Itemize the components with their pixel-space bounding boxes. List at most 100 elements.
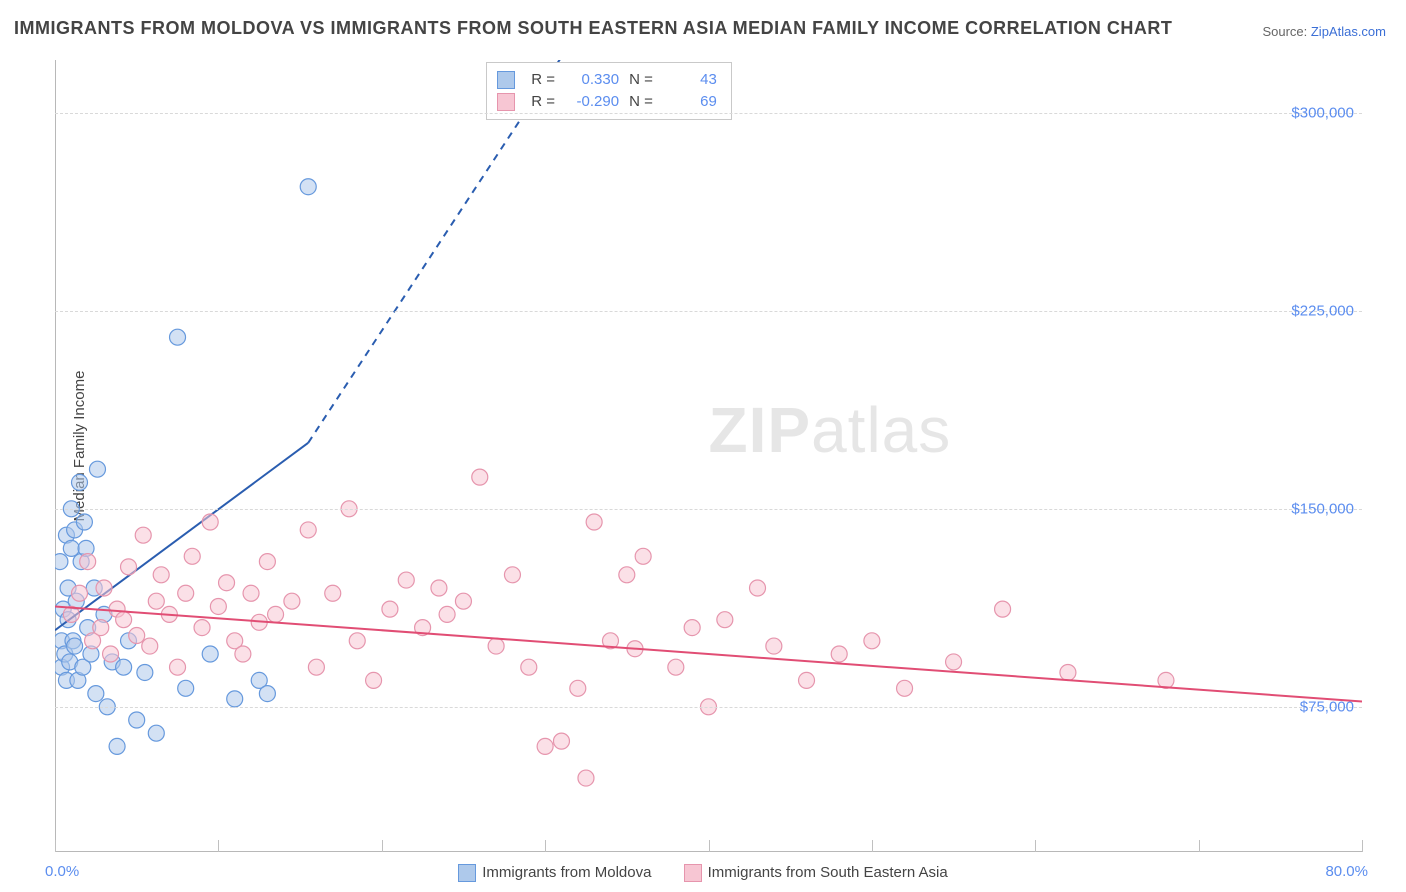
x-tick xyxy=(55,840,56,852)
data-point xyxy=(178,680,194,696)
data-point xyxy=(946,654,962,670)
data-point xyxy=(325,585,341,601)
data-point xyxy=(300,522,316,538)
data-point xyxy=(219,575,235,591)
data-point xyxy=(88,686,104,702)
legend-row-moldova: R = 0.330 N = 43 xyxy=(497,69,717,91)
gridline xyxy=(55,707,1362,708)
x-tick xyxy=(1362,840,1363,852)
data-point xyxy=(142,638,158,654)
n-prefix: N = xyxy=(629,69,653,91)
r-prefix: R = xyxy=(531,69,555,91)
series-legend: Immigrants from Moldova Immigrants from … xyxy=(0,864,1406,882)
y-tick-label: $300,000 xyxy=(1291,104,1354,121)
source-link[interactable]: ZipAtlas.com xyxy=(1311,24,1386,39)
data-point xyxy=(135,527,151,543)
data-point xyxy=(864,633,880,649)
data-point xyxy=(109,738,125,754)
data-point xyxy=(210,598,226,614)
legend-item-seasia: Immigrants from South Eastern Asia xyxy=(684,864,948,882)
data-point xyxy=(76,514,92,530)
data-point xyxy=(366,672,382,688)
data-point xyxy=(431,580,447,596)
legend-label-moldova: Immigrants from Moldova xyxy=(482,864,651,881)
correlation-legend-box: R = 0.330 N = 43 R = -0.290 N = 69 xyxy=(486,62,732,120)
legend-item-moldova: Immigrants from Moldova xyxy=(458,864,651,882)
data-point xyxy=(684,620,700,636)
data-point xyxy=(148,593,164,609)
data-point xyxy=(717,612,733,628)
x-tick xyxy=(1199,840,1200,852)
data-point xyxy=(148,725,164,741)
data-point xyxy=(750,580,766,596)
x-tick xyxy=(709,840,710,852)
data-point xyxy=(116,612,132,628)
data-point xyxy=(521,659,537,675)
legend-label-seasia: Immigrants from South Eastern Asia xyxy=(708,864,948,881)
data-point xyxy=(300,179,316,195)
data-point xyxy=(349,633,365,649)
data-point xyxy=(72,585,88,601)
data-point xyxy=(96,580,112,596)
data-point xyxy=(619,567,635,583)
data-point xyxy=(284,593,300,609)
n-prefix: N = xyxy=(629,91,653,113)
data-point xyxy=(398,572,414,588)
data-point xyxy=(537,738,553,754)
data-point xyxy=(202,514,218,530)
data-point xyxy=(766,638,782,654)
data-point xyxy=(89,461,105,477)
data-point xyxy=(170,659,186,675)
data-point xyxy=(235,646,251,662)
data-point xyxy=(635,548,651,564)
data-point xyxy=(243,585,259,601)
data-point xyxy=(202,646,218,662)
data-point xyxy=(570,680,586,696)
data-point xyxy=(170,329,186,345)
data-point xyxy=(93,620,109,636)
source-label: Source: xyxy=(1262,24,1310,39)
data-point xyxy=(227,691,243,707)
data-point xyxy=(72,474,88,490)
y-tick-label: $150,000 xyxy=(1291,500,1354,517)
data-point xyxy=(472,469,488,485)
data-point xyxy=(137,664,153,680)
data-point xyxy=(116,659,132,675)
data-point xyxy=(153,567,169,583)
swatch-blue-icon xyxy=(497,71,515,89)
data-point xyxy=(831,646,847,662)
data-point xyxy=(1060,664,1076,680)
data-point xyxy=(578,770,594,786)
data-point xyxy=(799,672,815,688)
swatch-pink-icon xyxy=(497,93,515,111)
data-point xyxy=(55,554,68,570)
legend-row-seasia: R = -0.290 N = 69 xyxy=(497,91,717,113)
data-point xyxy=(121,559,137,575)
r-value-seasia: -0.290 xyxy=(565,91,619,113)
data-point xyxy=(184,548,200,564)
data-point xyxy=(80,554,96,570)
swatch-blue-icon xyxy=(458,864,476,882)
data-point xyxy=(897,680,913,696)
chart-title: IMMIGRANTS FROM MOLDOVA VS IMMIGRANTS FR… xyxy=(14,18,1172,39)
gridline xyxy=(55,311,1362,312)
data-point xyxy=(553,733,569,749)
scatter-plot-svg xyxy=(55,60,1362,852)
data-point xyxy=(63,540,79,556)
data-point xyxy=(67,638,83,654)
n-value-seasia: 69 xyxy=(663,91,717,113)
data-point xyxy=(129,712,145,728)
x-tick xyxy=(1035,840,1036,852)
data-point xyxy=(129,628,145,644)
data-point xyxy=(382,601,398,617)
r-prefix: R = xyxy=(531,91,555,113)
data-point xyxy=(178,585,194,601)
data-point xyxy=(103,646,119,662)
data-point xyxy=(194,620,210,636)
chart-plot-area: R = 0.330 N = 43 R = -0.290 N = 69 ZIPat… xyxy=(55,60,1362,852)
x-tick xyxy=(218,840,219,852)
data-point xyxy=(668,659,684,675)
r-value-moldova: 0.330 xyxy=(565,69,619,91)
data-point xyxy=(259,554,275,570)
x-tick xyxy=(545,840,546,852)
